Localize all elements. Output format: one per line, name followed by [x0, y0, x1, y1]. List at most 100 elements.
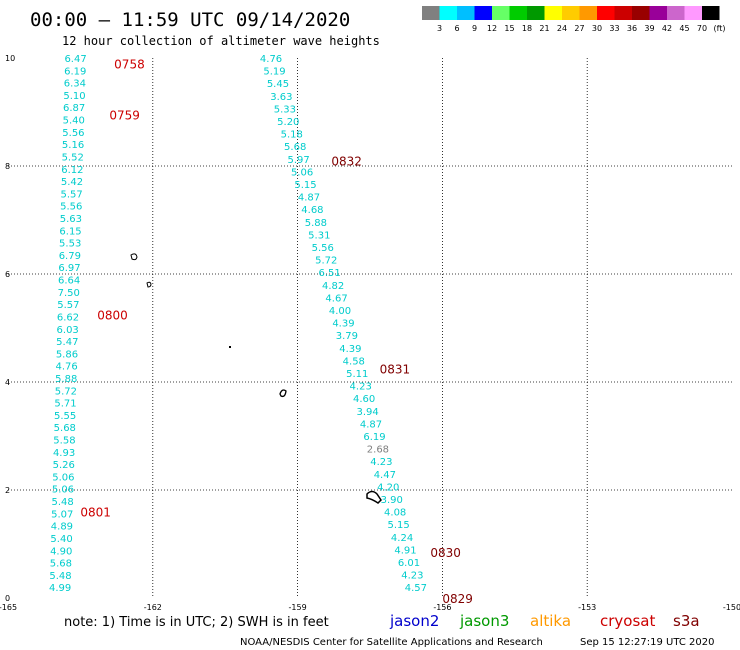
time-label: 0832	[331, 155, 362, 169]
colorbar-swatch	[527, 6, 545, 20]
colorbar-swatch	[457, 6, 475, 20]
colorbar-label: 70	[697, 24, 707, 33]
swh-value: 6.03	[57, 325, 79, 336]
swh-value: 6.51	[319, 268, 341, 279]
colorbar-swatch	[649, 6, 667, 20]
generated-timestamp: Sep 15 12:27:19 UTC 2020	[580, 637, 714, 648]
swh-value: 6.01	[398, 558, 420, 569]
swh-value: 3.79	[336, 331, 358, 342]
swh-value: 5.86	[56, 349, 78, 360]
x-tick-label: -159	[289, 603, 307, 612]
x-tick-label: -156	[433, 603, 451, 612]
satellite-legend-item: jason3	[459, 612, 509, 630]
island-kauai	[146, 281, 152, 288]
y-tick-label: 6	[5, 270, 10, 279]
swh-value: 6.12	[61, 165, 83, 176]
swh-value: 5.68	[50, 559, 72, 570]
time-label: 0831	[380, 363, 411, 377]
y-tick-label: 10	[5, 54, 15, 63]
swh-value: 5.15	[294, 180, 316, 191]
colorbar-swatch	[422, 6, 440, 20]
y-tick-label: 8	[5, 162, 10, 171]
swh-value: 5.06	[291, 167, 313, 178]
swh-value: 4.90	[50, 546, 72, 557]
swh-value: 4.76	[260, 54, 282, 65]
axis-tick-labels: -165 -162 -159 -156 -153 -150 0 2 4 6 8 10	[0, 54, 740, 612]
swh-value: 4.39	[332, 319, 354, 330]
satellite-legend-item: altika	[530, 612, 571, 630]
swh-value: 4.93	[53, 448, 75, 459]
colorbar-label: 42	[662, 24, 672, 33]
swh-value: 5.56	[60, 202, 82, 213]
swh-value: 5.58	[53, 436, 75, 447]
x-tick-label: -165	[0, 603, 17, 612]
swh-value: 5.68	[54, 423, 76, 434]
swh-value: 5.20	[277, 117, 299, 128]
swh-value: 6.79	[59, 251, 81, 262]
swh-value: 3.94	[356, 407, 378, 418]
x-tick-label: -150	[723, 603, 740, 612]
swh-value: 5.16	[62, 140, 84, 151]
x-tick-label: -162	[144, 603, 162, 612]
time-label: 0829	[442, 592, 473, 606]
swh-value: 5.33	[274, 104, 296, 115]
swh-value: 5.68	[284, 142, 306, 153]
y-tick-label: 2	[5, 486, 10, 495]
colorbar-swatch	[579, 6, 597, 20]
swh-value: 5.57	[57, 300, 79, 311]
satellite-legend-item: s3a	[673, 612, 700, 630]
swh-value: 5.19	[263, 67, 285, 78]
colorbar-label: 24	[557, 24, 567, 33]
swh-value: 4.87	[298, 193, 320, 204]
colorbar-label: 33	[609, 24, 619, 33]
island-outlines	[130, 253, 382, 504]
swh-value: 5.48	[49, 571, 71, 582]
swh-value: 5.55	[54, 411, 76, 422]
swh-value: 5.72	[55, 386, 77, 397]
swh-value: 5.26	[53, 460, 75, 471]
swh-value: 5.45	[267, 79, 289, 90]
colorbar-swatch	[684, 6, 702, 20]
colorbar-label: 9	[472, 24, 477, 33]
swh-value: 4.87	[360, 419, 382, 430]
colorbar-label: 39	[644, 24, 654, 33]
colorbar-label: 18	[522, 24, 532, 33]
swh-value: 5.10	[63, 91, 85, 102]
swh-value: 5.56	[62, 128, 84, 139]
time-label: 0758	[114, 57, 145, 71]
swh-value: 4.67	[325, 293, 347, 304]
swh-value: 5.18	[281, 130, 303, 141]
colorbar-swatch	[439, 6, 457, 20]
island-niihau	[130, 253, 138, 261]
colorbar-swatch	[544, 6, 562, 20]
colorbar-swatch	[492, 6, 510, 20]
satellite-legend-item: cryosat	[600, 612, 655, 630]
swh-value: 5.72	[315, 256, 337, 267]
credit-line: NOAA/NESDIS Center for Satellite Applica…	[240, 637, 543, 648]
time-label: 0800	[97, 309, 128, 323]
chart-title: 00:00 – 11:59 UTC 09/14/2020	[30, 9, 350, 31]
swh-value: 3.63	[270, 92, 292, 103]
swh-value: 3.90	[381, 495, 403, 506]
swh-value: 5.31	[308, 230, 330, 241]
swh-value: 4.24	[391, 533, 413, 544]
chart-subtitle: 12 hour collection of altimeter wave hei…	[62, 34, 380, 48]
swh-value: 2.68	[367, 445, 389, 456]
swh-value: 6.62	[57, 312, 79, 323]
swh-value: 4.91	[394, 545, 416, 556]
swh-value: 6.64	[58, 276, 80, 287]
swh-value: 5.06	[52, 472, 74, 483]
plot-grid	[8, 58, 732, 598]
colorbar-swatch	[474, 6, 492, 20]
swh-value: 5.40	[63, 116, 85, 127]
swh-value: 4.00	[329, 306, 351, 317]
swh-value: 5.06	[52, 485, 74, 496]
swh-value: 4.89	[51, 522, 73, 533]
colorbar-label: 27	[574, 24, 584, 33]
swh-value: 4.47	[374, 470, 396, 481]
swh-value: 6.15	[59, 226, 81, 237]
swh-value: 5.88	[55, 374, 77, 385]
swh-value: 7.50	[58, 288, 80, 299]
swh-value: 4.68	[301, 205, 323, 216]
swh-value: 5.47	[56, 337, 78, 348]
